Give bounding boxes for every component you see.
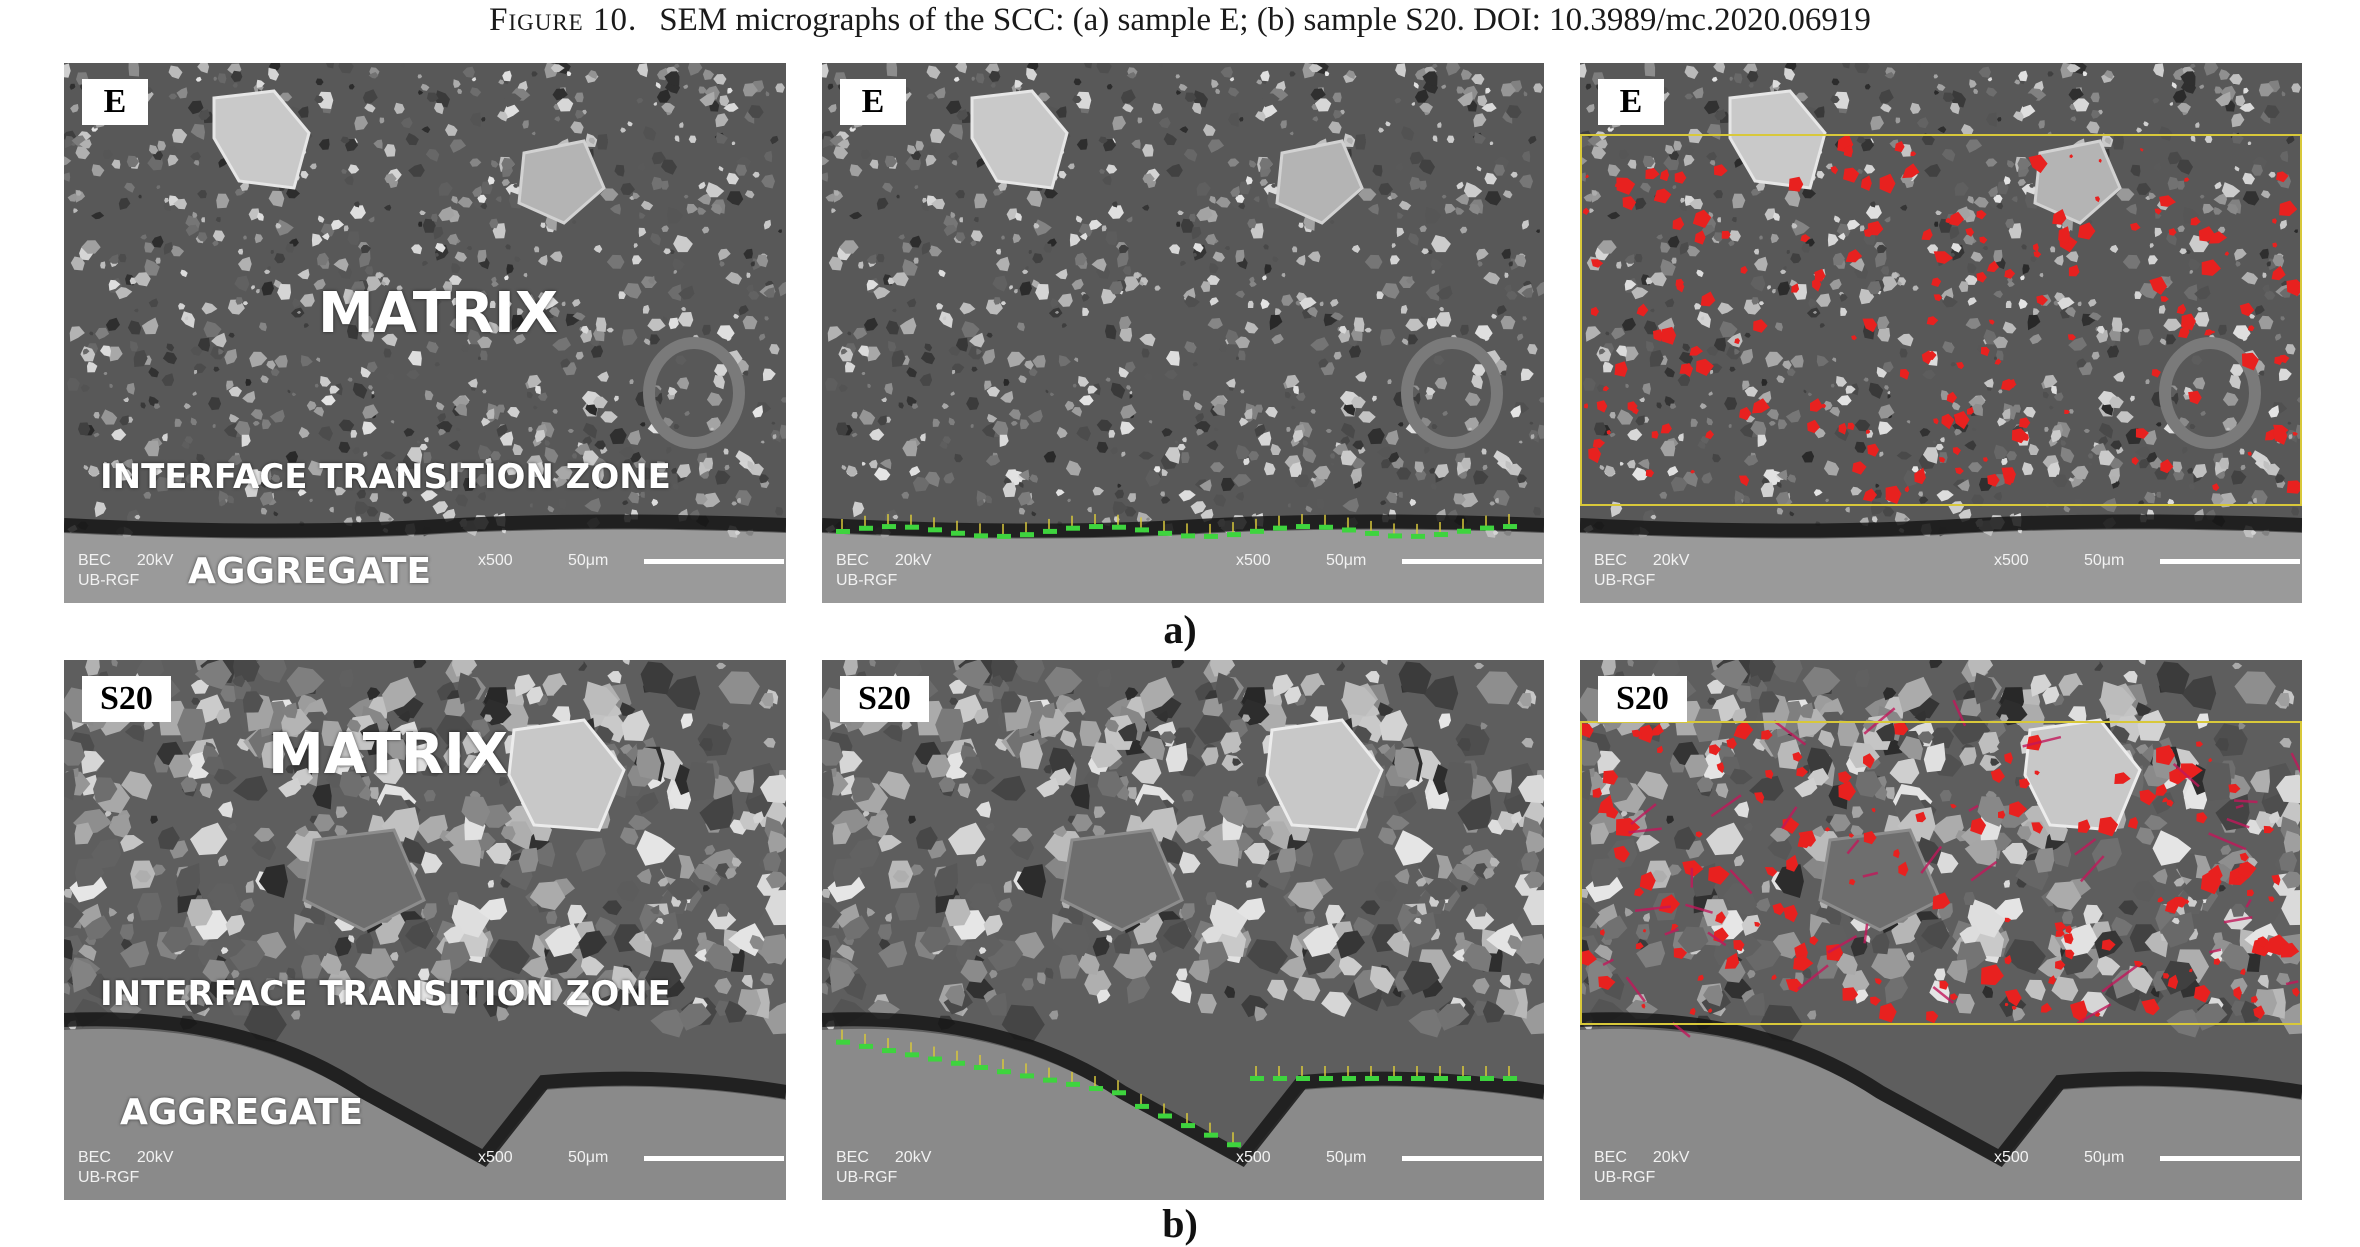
scale-bar [1402, 1156, 1542, 1161]
sem-info-bar: BEC 20kV UB-RGF x500 50μm [78, 1148, 774, 1192]
sem-info-bar: BEC 20kV UB-RGF x500 50μm [836, 1148, 1532, 1192]
detector-text: BEC [78, 1148, 111, 1168]
site-text: UB-RGF [836, 1168, 897, 1188]
site-text: UB-RGF [1594, 1168, 1655, 1188]
magnification-text: x500 [1994, 551, 2029, 571]
sem-micrograph [822, 660, 1544, 1200]
detector-text: BEC [1594, 551, 1627, 571]
voltage-text: 20kV [1653, 551, 1689, 571]
caption-text: SEM micrographs of the SCC: (a) sample E… [659, 2, 1871, 38]
detector-text: BEC [78, 551, 111, 571]
itz-label: INTERFACE TRANSITION ZONE [100, 974, 671, 1014]
magnification-text: x500 [1236, 1148, 1271, 1168]
aggregate-label: AGGREGATE [120, 1092, 363, 1133]
site-text: UB-RGF [836, 571, 897, 591]
scale-text: 50μm [568, 551, 608, 571]
panel-a-annotated: E MATRIX INTERFACE TRANSITION ZONE AGGRE… [64, 63, 786, 603]
scale-text: 50μm [1326, 1148, 1366, 1168]
figure-label: Figure 10. [489, 2, 637, 38]
detector-text: BEC [836, 1148, 869, 1168]
sem-micrograph [822, 63, 1544, 603]
scale-bar [2160, 1156, 2300, 1161]
voltage-text: 20kV [137, 551, 173, 571]
panel-b-measured: S20 BEC 20kV UB-RGF x500 50μm [822, 660, 1544, 1200]
matrix-label: MATRIX [318, 281, 558, 346]
panel-b-annotated: S20 MATRIX INTERFACE TRANSITION ZONE AGG… [64, 660, 786, 1200]
detector-text: BEC [836, 551, 869, 571]
scale-bar [644, 1156, 784, 1161]
magnification-text: x500 [478, 1148, 513, 1168]
row-label-b: b) [0, 1200, 2360, 1247]
panel-b-porosity: S20 BEC 20kV UB-RGF x500 50μm [1580, 660, 2302, 1200]
sem-info-bar: BEC 20kV UB-RGF x500 50μm [1594, 1148, 2290, 1192]
sample-badge: E [82, 79, 148, 125]
scale-bar [644, 559, 784, 564]
site-text: UB-RGF [78, 571, 139, 591]
panel-a-measured: E BEC 20kV UB-RGF x500 50μm [822, 63, 1544, 603]
sample-badge: E [840, 79, 906, 125]
scale-text: 50μm [1326, 551, 1366, 571]
sem-micrograph [1580, 63, 2302, 603]
sample-badge: E [1598, 79, 1664, 125]
panel-a-porosity: E BEC 20kV UB-RGF x500 50μm [1580, 63, 2302, 603]
scale-text: 50μm [2084, 1148, 2124, 1168]
figure-caption: Figure 10. SEM micrographs of the SCC: (a… [0, 0, 2360, 42]
sem-info-bar: BEC 20kV UB-RGF x500 50μm [836, 551, 1532, 595]
magnification-text: x500 [1994, 1148, 2029, 1168]
sem-micrograph [1580, 660, 2302, 1200]
voltage-text: 20kV [137, 1148, 173, 1168]
scale-bar [1402, 559, 1542, 564]
scale-bar [2160, 559, 2300, 564]
sem-info-bar: BEC 20kV UB-RGF x500 50μm [1594, 551, 2290, 595]
sample-badge: S20 [840, 676, 929, 722]
detector-text: BEC [1594, 1148, 1627, 1168]
sem-info-bar: BEC 20kV UB-RGF x500 50μm [78, 551, 774, 595]
scale-text: 50μm [2084, 551, 2124, 571]
sample-badge: S20 [1598, 676, 1687, 722]
magnification-text: x500 [478, 551, 513, 571]
voltage-text: 20kV [895, 551, 931, 571]
voltage-text: 20kV [1653, 1148, 1689, 1168]
site-text: UB-RGF [78, 1168, 139, 1188]
voltage-text: 20kV [895, 1148, 931, 1168]
magnification-text: x500 [1236, 551, 1271, 571]
site-text: UB-RGF [1594, 571, 1655, 591]
sample-badge: S20 [82, 676, 171, 722]
row-label-a: a) [0, 606, 2360, 653]
itz-label: INTERFACE TRANSITION ZONE [100, 457, 671, 497]
scale-text: 50μm [568, 1148, 608, 1168]
matrix-label: MATRIX [268, 722, 508, 787]
